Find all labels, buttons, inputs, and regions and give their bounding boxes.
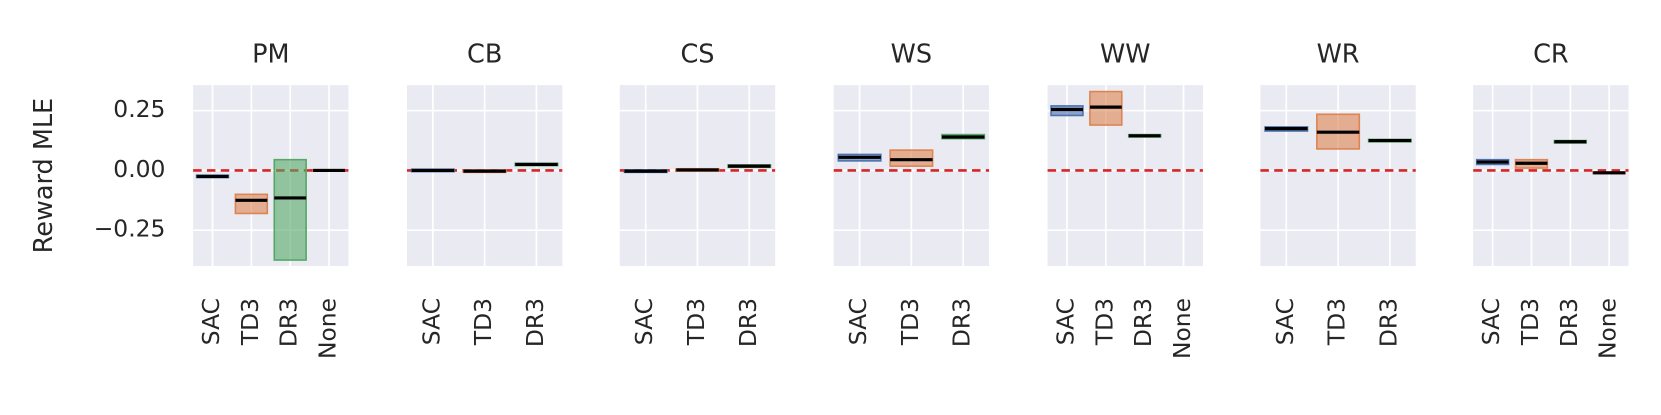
x-tick-label: DR3	[948, 298, 976, 347]
x-tick-label: DR3	[521, 298, 549, 347]
x-tick-label: SAC	[844, 298, 872, 345]
x-tick-label: DR3	[275, 298, 303, 347]
x-tick-label: SAC	[417, 298, 445, 345]
x-tick-label: SAC	[630, 298, 658, 345]
subplot-title: WR	[1317, 39, 1360, 69]
x-tick-label: TD3	[469, 298, 497, 346]
x-tick-label: TD3	[236, 298, 264, 346]
x-tick-label: None	[314, 298, 342, 359]
y-tick-label: 0.25	[113, 95, 165, 123]
x-tick-label: TD3	[1323, 298, 1351, 346]
x-tick-label: DR3	[1129, 298, 1157, 347]
x-tick-label: None	[1168, 298, 1196, 359]
box	[273, 158, 307, 261]
x-tick-label: TD3	[1516, 298, 1544, 346]
y-axis-label: Reward MLE	[29, 98, 59, 254]
y-tick-label: 0.00	[113, 155, 165, 183]
x-tick-label: TD3	[1090, 298, 1118, 346]
x-tick-label: DR3	[1555, 298, 1583, 347]
subplot-title: WS	[891, 39, 932, 69]
subplot-title: CS	[680, 39, 714, 69]
x-tick-label: DR3	[734, 298, 762, 347]
x-tick-label: SAC	[197, 298, 225, 345]
subplot-title: WW	[1100, 39, 1150, 69]
x-tick-label: SAC	[1051, 298, 1079, 345]
x-tick-label: DR3	[1374, 298, 1402, 347]
y-tick-label: −0.25	[94, 215, 166, 243]
x-tick-label: TD3	[682, 298, 710, 346]
x-tick-label: TD3	[896, 298, 924, 346]
subplot-title: CB	[467, 39, 502, 69]
x-tick-label: None	[1594, 298, 1622, 359]
box	[234, 193, 269, 215]
x-tick-label: SAC	[1477, 298, 1505, 345]
subplot-title: PM	[252, 39, 289, 69]
plot-background	[1473, 85, 1629, 267]
x-tick-label: SAC	[1271, 298, 1299, 345]
subplot-title: CR	[1533, 39, 1569, 69]
